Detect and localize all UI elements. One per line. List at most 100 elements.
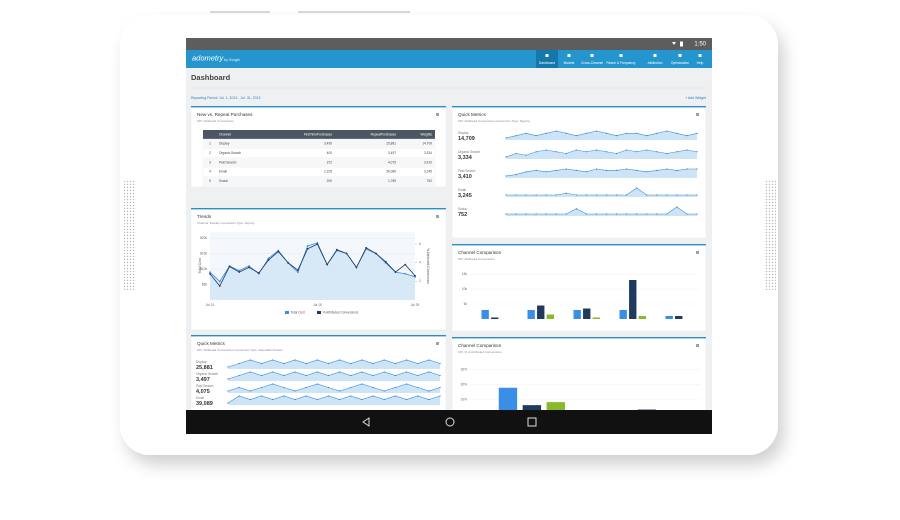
nav-icon [545,54,549,57]
point [404,263,407,266]
point [375,252,377,255]
panel-subtitle: KPI: % of Attributed Conversions [458,350,502,354]
sparkline-point [327,386,330,389]
sparkline-point [372,374,374,377]
sparkline-point [585,213,588,215]
sparkline-point [525,213,527,215]
table-row [202,157,436,168]
sparkline-point [615,152,618,155]
table-header-cell: FirstTimePurchases [304,132,333,136]
sparkline-point [595,130,598,132]
panel-top-border [452,337,706,339]
sparkline-point [555,169,557,171]
y2-axis-label: % Attributed Conversions [426,248,430,284]
sparkline-point [383,371,385,373]
sparkline-point [666,152,668,155]
nav-icon [698,54,702,57]
sparkline-point [383,359,385,361]
sparkline-point [283,395,285,397]
nav-item[interactable]: Models [564,61,575,65]
panel-icon[interactable] [436,342,439,345]
sparkline-point [439,386,441,389]
panel-subtitle: KPI: Attributed Conversions Conversion T… [197,348,283,352]
sparkline-point [575,169,577,171]
y2-tick-label: 6 [419,242,421,246]
sparkline-point [646,171,648,173]
y-axis-label: Total Cost [198,258,202,274]
panel-icon[interactable] [696,251,699,254]
sparkline-point [565,213,567,215]
table-cell: Display [219,142,230,146]
sparkline-area [506,169,697,178]
point [384,260,387,263]
point [404,272,407,275]
metric-name: Email [458,188,466,192]
home-button[interactable] [445,417,455,427]
bar [522,405,542,410]
x-tick-label: Jul 15 [313,303,322,307]
panel-subtitle: KPI: Attributed Conversions [458,257,495,261]
sparkline-point [656,213,658,215]
nav-item[interactable]: Help [697,61,704,65]
sparkline-point [260,374,263,377]
panel-icon[interactable] [696,113,699,116]
point [248,266,250,269]
sparkline-point [316,371,318,373]
sparkline-area [228,384,440,393]
nav-icon [590,54,594,57]
sparkline-point [372,395,374,397]
back-button[interactable] [362,417,370,427]
sparkline-point [696,194,698,196]
panel-top-border [191,106,446,108]
sparkline-point [505,137,507,139]
nav-item[interactable]: Cross-Channel [581,61,603,65]
bar [637,409,657,410]
sparkline-point [305,374,307,377]
sparkline-point [636,187,638,189]
sparkline-point [428,359,430,361]
metric-name: Display [458,131,469,135]
sparkline-point [666,130,668,132]
sparkline-area [228,372,440,381]
panel-icon[interactable] [436,215,439,218]
sparkline-point [272,371,274,373]
sparkline-point [305,362,307,365]
nav-item[interactable]: Reach & Frequency [606,61,635,65]
table-row [202,167,436,177]
sparkline-point [535,135,537,137]
point [414,274,416,277]
table-cell: 3,497 [388,151,396,155]
nav-item[interactable]: Optimization [671,61,689,65]
speaker-grille [124,180,136,290]
sparkline-point [383,390,385,392]
metric-value: 3,410 [458,174,472,180]
sparkline-point [565,152,567,155]
sparkline-point [575,194,577,196]
sparkline-point [505,213,507,215]
sparkline-point [428,398,430,401]
recents-button[interactable] [527,417,537,427]
sparkline-point [605,151,608,153]
metric-value: 752 [458,212,467,218]
sparkline-point [605,169,608,171]
sparkline-point [525,154,527,156]
bar [527,310,535,319]
sparkline-point [238,386,240,389]
sparkline-point [565,168,567,170]
reporting-period[interactable]: Reporting Period: Jul. 1, 2013 - Jul. 31… [191,96,261,100]
add-widget[interactable]: + Add Widget [685,96,706,100]
sparkline-point [686,135,688,137]
screen-content: 1:50 adometry by Google Dashboard Models Cros… [186,38,712,410]
nav-item[interactable]: Attribution [648,61,663,65]
y-tick-label: 5k [464,302,468,306]
sparkline-point [646,149,648,151]
sparkline-point [260,395,263,397]
panel-icon[interactable] [696,344,699,347]
nav-item[interactable]: Dashboard [539,61,555,65]
panel-icon[interactable] [436,113,439,116]
sparkline [505,168,697,177]
table-cell: Organic Search [219,151,241,155]
metric-value: 3,497 [196,377,210,383]
table-row [202,138,436,149]
nav-icon [567,54,571,57]
